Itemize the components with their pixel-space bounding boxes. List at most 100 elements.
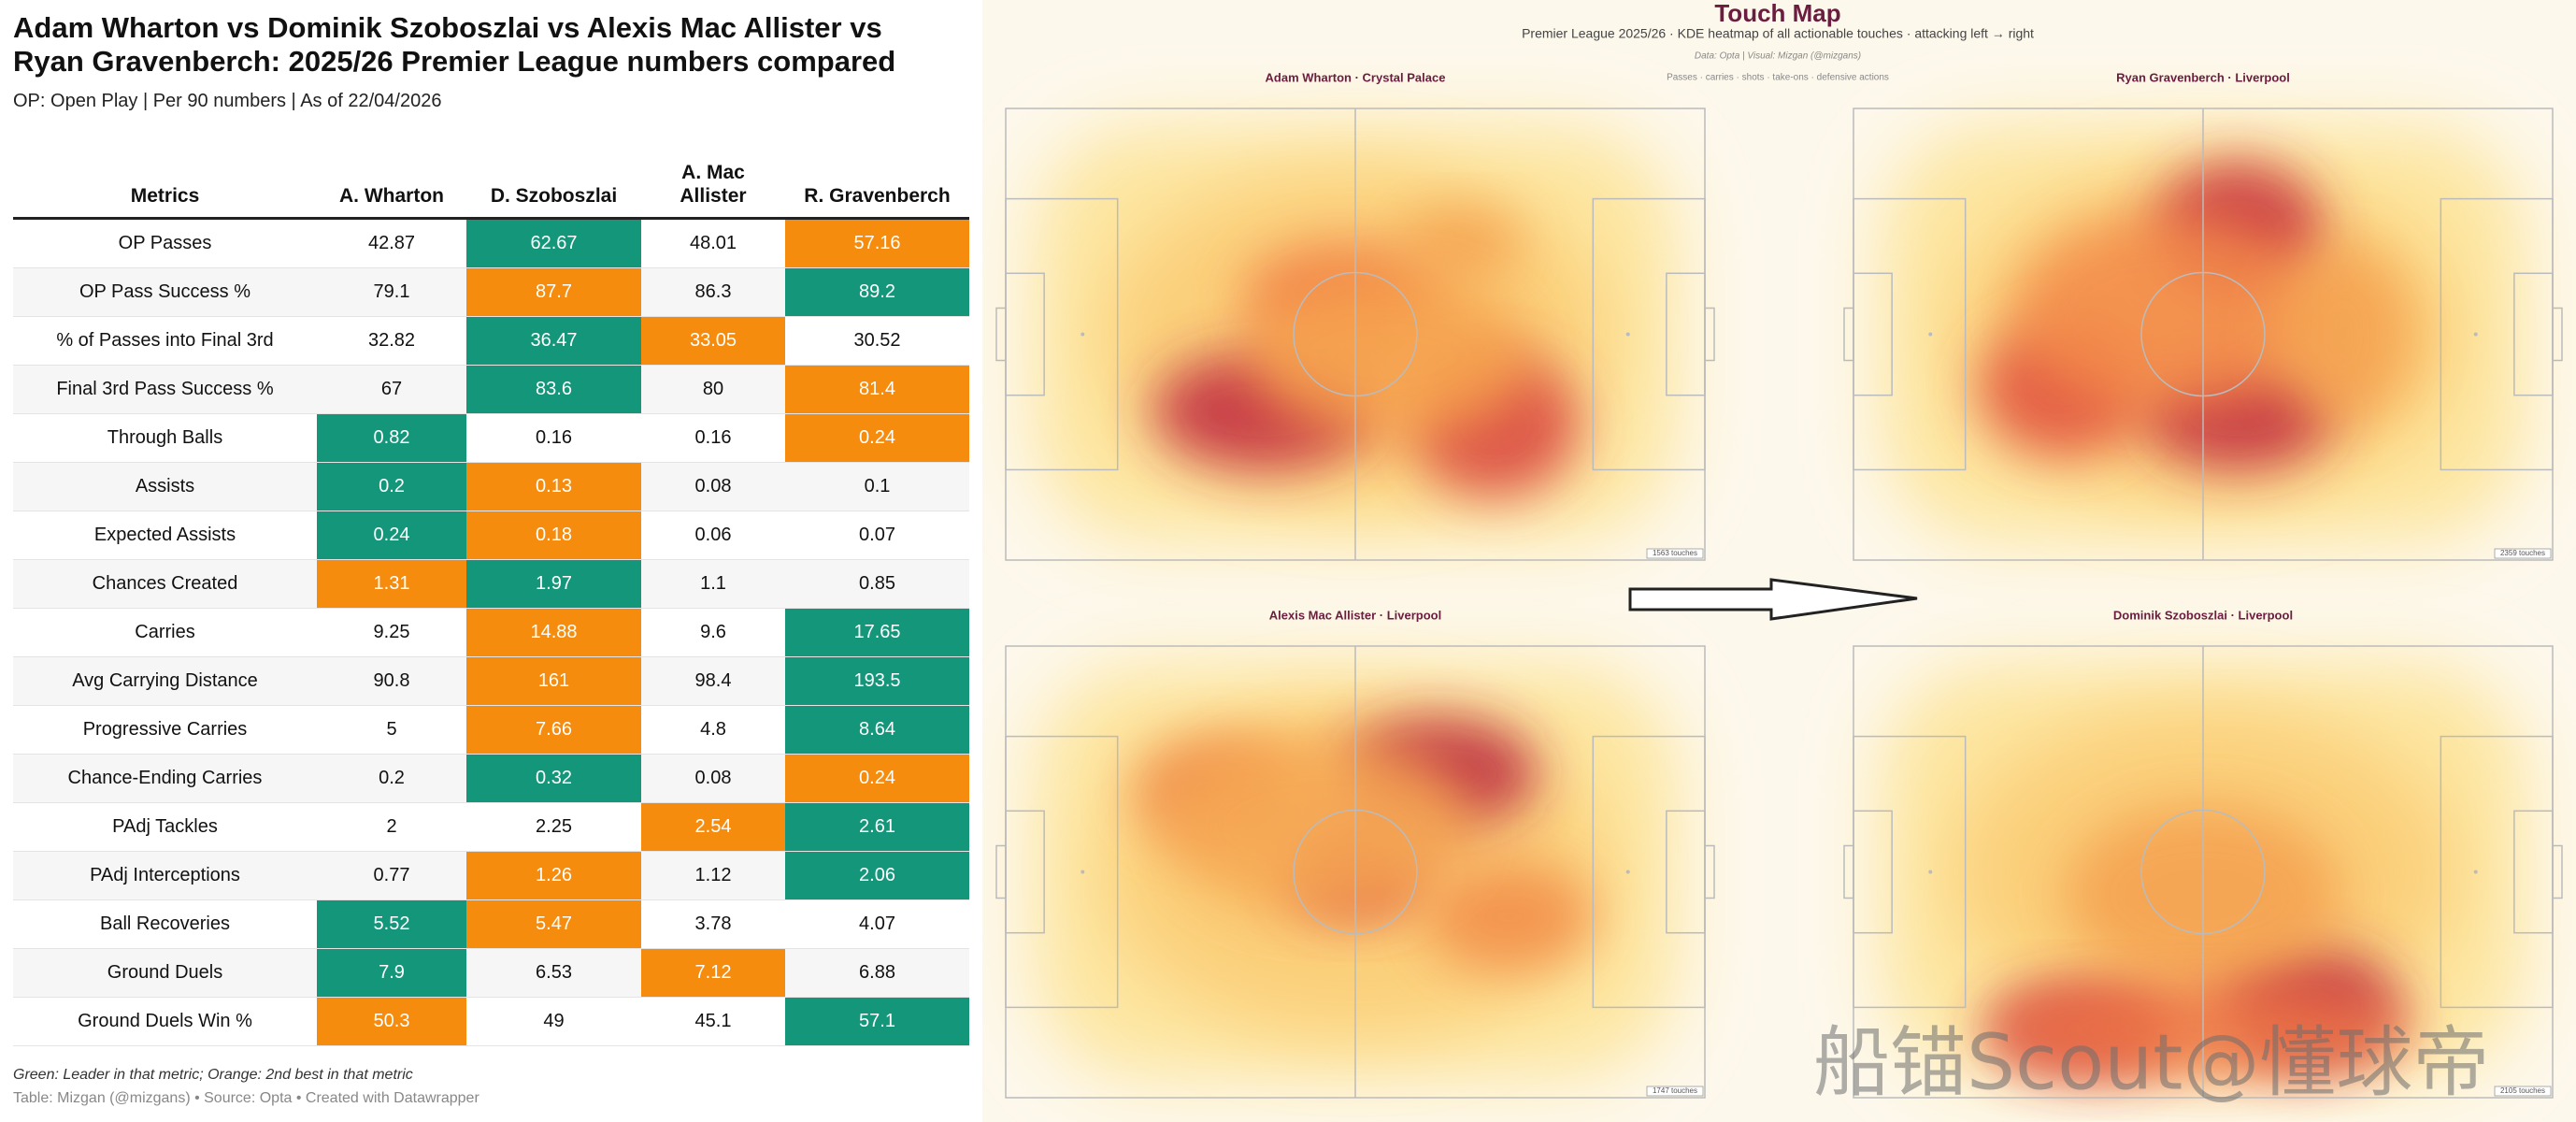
value-cell: 7.66 xyxy=(466,705,641,755)
table-row: Ground Duels 7.9 6.53 7.12 6.88 xyxy=(13,948,969,998)
legend-note: Green: Leader in that metric; Orange: 2n… xyxy=(13,1067,413,1083)
value-cell: 8.64 xyxy=(785,705,969,755)
metric-cell: Final 3rd Pass Success % xyxy=(13,365,317,414)
value-cell: 161 xyxy=(466,656,641,706)
column-header: D. Szoboszlai xyxy=(466,140,641,220)
penalty-spot xyxy=(1080,870,1085,874)
value-cell: 2.25 xyxy=(466,802,641,852)
goal xyxy=(1843,844,1854,899)
value-cell: 48.01 xyxy=(641,218,785,268)
value-cell: 0.1 xyxy=(785,462,969,511)
goal xyxy=(1843,307,1854,362)
table-row: OP Passes 42.87 62.67 48.01 57.16 xyxy=(13,218,969,268)
touch-count: 2105 touches xyxy=(2500,1086,2545,1095)
watermark: 船锚Scout@懂球帝 xyxy=(1813,1018,2489,1107)
value-cell: 1.12 xyxy=(641,851,785,900)
metric-cell: Expected Assists xyxy=(13,511,317,560)
value-cell: 3.78 xyxy=(641,899,785,949)
metric-cell: Ball Recoveries xyxy=(13,899,317,949)
value-cell: 0.24 xyxy=(785,413,969,463)
metric-cell: Progressive Carries xyxy=(13,705,317,755)
value-cell: 80 xyxy=(641,365,785,414)
penalty-spot xyxy=(1625,332,1630,337)
value-cell: 1.26 xyxy=(466,851,641,900)
map-subtitle: Premier League 2025/26 · KDE heatmap of … xyxy=(1522,26,2034,41)
stats-table: Metrics A. Wharton D. Szoboszlai A. Mac All… xyxy=(13,140,969,1046)
table-row: Final 3rd Pass Success % 67 83.6 80 81.4 xyxy=(13,365,969,414)
value-cell: 42.87 xyxy=(317,218,466,268)
centre-circle xyxy=(1293,271,1418,397)
panel-label: Alexis Mac Allister · Liverpool xyxy=(1269,608,1441,622)
value-cell: 49 xyxy=(466,997,641,1046)
penalty-spot xyxy=(2473,332,2478,337)
metric-cell: Through Balls xyxy=(13,413,317,463)
metric-cell: Ground Duels xyxy=(13,948,317,998)
value-cell: 98.4 xyxy=(641,656,785,706)
value-cell: 0.32 xyxy=(466,754,641,803)
value-cell: 6.53 xyxy=(466,948,641,998)
value-cell: 4.07 xyxy=(785,899,969,949)
value-cell: 2.54 xyxy=(641,802,785,852)
table-row: Expected Assists 0.24 0.18 0.06 0.07 xyxy=(13,511,969,560)
value-cell: 1.31 xyxy=(317,559,466,609)
heat-spot xyxy=(2014,212,2323,411)
value-cell: 4.8 xyxy=(641,705,785,755)
value-cell: 0.2 xyxy=(317,462,466,511)
value-cell: 0.07 xyxy=(785,511,969,560)
heat-spot xyxy=(1250,275,1530,439)
heat-spot xyxy=(1166,736,1475,917)
table-row: % of Passes into Final 3rd 32.82 36.47 33.0… xyxy=(13,316,969,366)
source-note: Table: Mizgan (@mizgans) • Source: Opta … xyxy=(13,1090,479,1106)
value-cell: 89.2 xyxy=(785,267,969,317)
table-row: Ball Recoveries 5.52 5.47 3.78 4.07 xyxy=(13,899,969,949)
column-header: Metrics xyxy=(13,140,317,220)
value-cell: 0.24 xyxy=(317,511,466,560)
map-title: Touch Map xyxy=(1714,0,1840,27)
value-cell: 2.61 xyxy=(785,802,969,852)
value-cell: 0.08 xyxy=(641,754,785,803)
panel-label: Ryan Gravenberch · Liverpool xyxy=(2116,70,2290,84)
value-cell: 67 xyxy=(317,365,466,414)
penalty-spot xyxy=(1928,332,1933,337)
table-row: Avg Carrying Distance 90.8 161 98.4 193.5 xyxy=(13,656,969,706)
value-cell: 9.25 xyxy=(317,608,466,657)
column-header: A. Wharton xyxy=(317,140,466,220)
value-cell: 14.88 xyxy=(466,608,641,657)
penalty-spot xyxy=(1928,870,1933,874)
metric-cell: PAdj Tackles xyxy=(13,802,317,852)
centre-circle xyxy=(2140,271,2266,397)
metric-cell: Avg Carrying Distance xyxy=(13,656,317,706)
goal xyxy=(2552,844,2563,899)
value-cell: 0.16 xyxy=(466,413,641,463)
touch-badge xyxy=(2494,548,2552,559)
centre-circle xyxy=(2140,809,2266,935)
value-cell: 1.1 xyxy=(641,559,785,609)
touch-count: 1747 touches xyxy=(1653,1086,1697,1095)
value-cell: 6.88 xyxy=(785,948,969,998)
touch-badge xyxy=(1646,1086,1704,1097)
touch-count: 1563 touches xyxy=(1653,549,1697,557)
goal xyxy=(995,844,1007,899)
table-row: Through Balls 0.82 0.16 0.16 0.24 xyxy=(13,413,969,463)
arrow xyxy=(1628,578,1918,621)
value-cell: 9.6 xyxy=(641,608,785,657)
table-row: Chances Created 1.31 1.97 1.1 0.85 xyxy=(13,559,969,609)
penalty-spot xyxy=(1625,870,1630,874)
table-row: PAdj Tackles 2 2.25 2.54 2.61 xyxy=(13,802,969,852)
value-cell: 2.06 xyxy=(785,851,969,900)
value-cell: 33.05 xyxy=(641,316,785,366)
value-cell: 17.65 xyxy=(785,608,969,657)
value-cell: 0.85 xyxy=(785,559,969,609)
heat-spot xyxy=(1396,208,1524,280)
header-row: Metrics A. Wharton D. Szoboszlai A. Mac All… xyxy=(13,140,969,220)
table-row: Ground Duels Win % 50.3 49 45.1 57.1 xyxy=(13,997,969,1046)
value-cell: 50.3 xyxy=(317,997,466,1046)
metric-cell: OP Passes xyxy=(13,218,317,268)
value-cell: 0.16 xyxy=(641,413,785,463)
metric-cell: OP Pass Success % xyxy=(13,267,317,317)
value-cell: 0.13 xyxy=(466,462,641,511)
touch-badge xyxy=(1646,548,1704,559)
metric-cell: Chances Created xyxy=(13,559,317,609)
table-row: PAdj Interceptions 0.77 1.26 1.12 2.06 xyxy=(13,851,969,900)
